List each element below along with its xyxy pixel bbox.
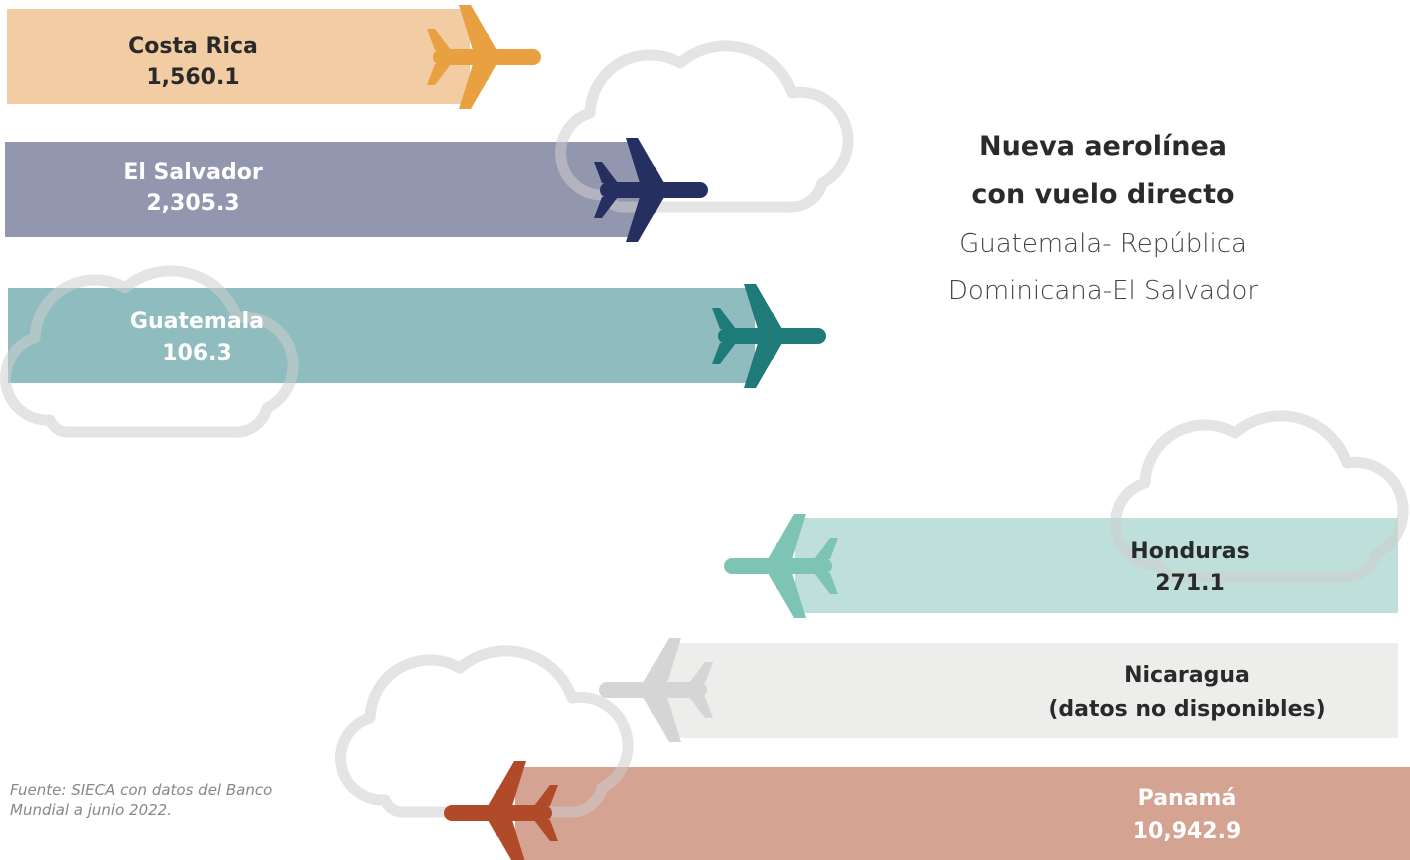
- source: Fuente: SIECA con datos del Banco: [10, 781, 272, 799]
- subtitle: Guatemala- República: [959, 229, 1247, 259]
- country-name: Guatemala: [130, 309, 264, 334]
- country-value: 1,560.1: [146, 65, 239, 90]
- bar: [515, 767, 1410, 860]
- country-value: 271.1: [1155, 571, 1225, 596]
- country-name: Honduras: [1130, 539, 1249, 564]
- title: con vuelo directo: [971, 179, 1234, 210]
- country-value: (datos no disponibles): [1048, 697, 1325, 722]
- bar: [668, 643, 1398, 738]
- country-value: 106.3: [162, 341, 232, 366]
- bar: [8, 288, 755, 383]
- country-value: 10,942.9: [1133, 819, 1242, 844]
- country-name: Costa Rica: [128, 34, 258, 59]
- bar: [7, 9, 470, 104]
- source: Mundial a junio 2022.: [10, 801, 172, 819]
- country-name: Panamá: [1138, 786, 1237, 811]
- subtitle: Dominicana-El Salvador: [948, 276, 1259, 306]
- bar: [795, 518, 1398, 613]
- country-name: El Salvador: [123, 160, 263, 185]
- title: Nueva aerolínea: [979, 131, 1227, 162]
- country-name: Nicaragua: [1124, 663, 1250, 688]
- bar: [5, 142, 640, 237]
- country-name: 2,305.3: [146, 191, 239, 216]
